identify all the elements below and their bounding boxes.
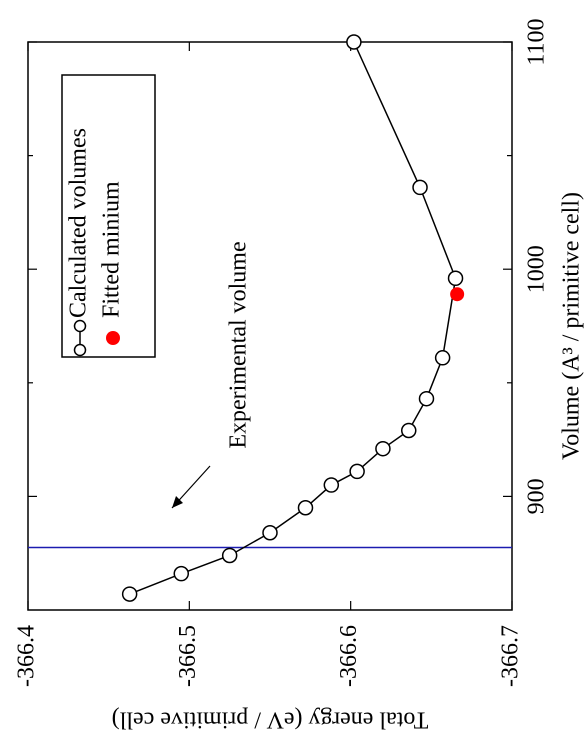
annotation-arrowhead: [172, 496, 183, 508]
data-point: [418, 390, 435, 407]
y-tick-label: -366.5: [175, 625, 201, 687]
annotation: Experimental volume: [226, 241, 252, 448]
legend-box: [61, 74, 156, 358]
data-point: [349, 463, 365, 480]
plot-frame: [27, 41, 513, 611]
data-point: [297, 500, 314, 516]
x-tick-label: 900: [524, 478, 550, 514]
data-point: [121, 586, 138, 602]
data-point: [375, 440, 391, 457]
data-point: [173, 565, 190, 582]
y-tick-label: -366.4: [14, 625, 40, 687]
data-point: [412, 179, 428, 196]
legend-label: Fitted minium: [99, 181, 125, 318]
x-tick-label: 1100: [524, 18, 550, 65]
data-point: [400, 422, 417, 439]
data-point: [323, 477, 340, 493]
data-point: [346, 34, 362, 50]
series-line: [129, 41, 457, 595]
data-point: [221, 547, 238, 564]
data-point: [262, 525, 278, 541]
legend-marker: [106, 331, 120, 345]
fitted-point: [450, 287, 465, 302]
y-axis-label: Total energy (eV / primitive cell): [112, 706, 429, 732]
legend-marker: [73, 319, 87, 333]
y-tick-label: -366.6: [336, 625, 362, 687]
x-tick-label: 1000: [524, 245, 550, 293]
data-point: [447, 270, 464, 287]
data-point: [434, 350, 451, 366]
legend-marker: [73, 343, 87, 357]
x-axis-label: Volume (A³ / primitive cell): [559, 192, 585, 460]
y-tick-label: -366.7: [498, 625, 524, 687]
legend-label: Calculated volumes: [66, 128, 92, 318]
